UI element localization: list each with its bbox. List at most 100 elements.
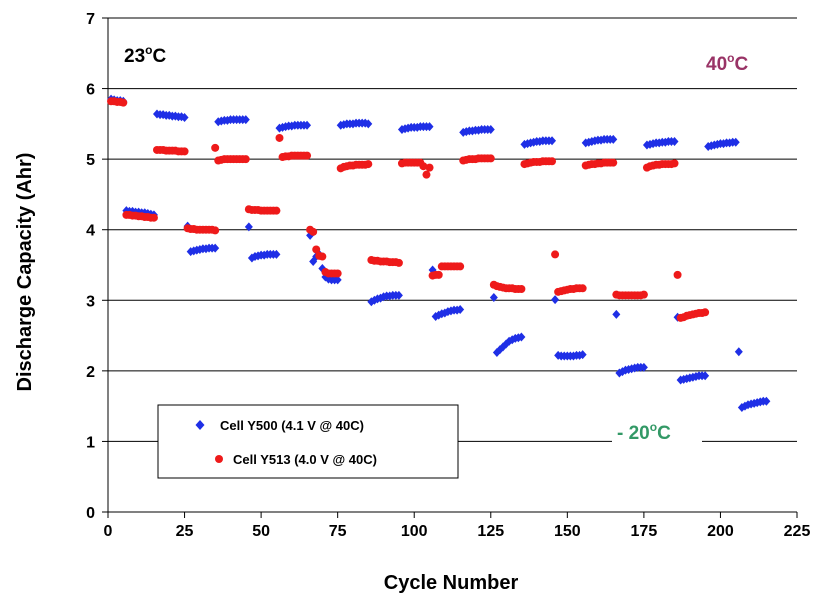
data-point: [425, 163, 434, 172]
y-tick-label: 1: [86, 434, 95, 451]
x-tick-label: 75: [329, 523, 347, 540]
data-point: [762, 396, 771, 406]
data-point: [578, 284, 587, 293]
legend-label-y513: Cell Y513 (4.0 V @ 40C): [233, 452, 377, 467]
data-point: [241, 155, 250, 164]
data-point: [434, 270, 443, 279]
y-axis-title: Discharge Capacity (Ahr): [14, 153, 36, 392]
data-point: [456, 304, 465, 314]
x-tick-label: 225: [784, 523, 811, 540]
data-point: [241, 115, 250, 125]
x-tick-label: 50: [252, 523, 270, 540]
temp-40-value: 40: [706, 54, 727, 75]
x-tick-label: 175: [631, 523, 658, 540]
data-point: [272, 206, 281, 215]
temp-23-label: 23oC: [124, 43, 166, 67]
y-tick-label: 6: [86, 82, 95, 99]
data-point: [394, 258, 403, 267]
data-point: [673, 270, 682, 279]
data-point: [180, 147, 189, 156]
data-point: [364, 119, 373, 129]
data-point: [312, 245, 321, 254]
data-point: [364, 160, 373, 169]
data-point: [149, 213, 158, 222]
data-point: [119, 98, 128, 107]
temp-23-degree: o: [145, 43, 152, 57]
y-tick-label: 2: [86, 364, 95, 381]
data-point: [422, 170, 431, 179]
x-tick-label: 100: [401, 523, 428, 540]
y-tick-label: 7: [86, 11, 95, 28]
data-point: [309, 227, 318, 236]
data-point: [548, 157, 557, 166]
temp-23-unit: C: [152, 46, 166, 67]
x-tick-label: 200: [707, 523, 734, 540]
temp-minus20-label: - 20oC: [617, 420, 671, 444]
data-point: [609, 134, 618, 144]
data-point: [548, 136, 557, 146]
x-tick-label: 150: [554, 523, 581, 540]
legend-box: [157, 404, 459, 479]
data-point: [517, 284, 526, 293]
y-tick-label: 0: [86, 505, 95, 522]
data-point: [333, 275, 342, 285]
data-point: [425, 122, 434, 132]
data-point: [272, 249, 281, 259]
data-point: [318, 252, 327, 261]
legend: Cell Y500 (4.1 V @ 40C) Cell Y513 (4.0 V…: [157, 404, 459, 479]
temp-40-unit: C: [734, 54, 748, 75]
temp-minus20-degree: o: [650, 420, 657, 434]
legend-label-y500: Cell Y500 (4.1 V @ 40C): [220, 418, 364, 433]
data-point: [551, 250, 560, 259]
y-tick-label: 3: [86, 293, 95, 310]
data-point: [333, 269, 342, 278]
data-point: [180, 113, 189, 123]
data-point: [486, 125, 495, 135]
temp-40-label-bg: [702, 42, 770, 84]
x-axis-title: Cycle Number: [384, 572, 519, 594]
data-point: [731, 137, 740, 147]
data-point: [303, 120, 312, 130]
series-1: [107, 97, 710, 322]
series-layer: [107, 94, 771, 413]
y-tick-label: 4: [86, 223, 95, 240]
data-point: [394, 290, 403, 300]
y-tick-label: 5: [86, 152, 95, 169]
data-point: [734, 347, 743, 357]
temp-minus20-unit: C: [657, 423, 671, 444]
data-point: [456, 262, 465, 271]
data-point: [578, 350, 587, 360]
data-point: [639, 290, 648, 299]
data-point: [275, 133, 284, 142]
x-tick-label: 0: [104, 523, 113, 540]
temp-minus20-value: - 20: [617, 423, 650, 444]
data-point: [211, 143, 220, 152]
x-tick-label: 125: [477, 523, 504, 540]
legend-marker-y513: [215, 455, 223, 463]
data-point: [489, 292, 498, 302]
temp-40-label: 40oC: [706, 51, 748, 75]
data-point: [247, 253, 256, 263]
data-point: [609, 158, 618, 167]
temp-40-degree: o: [727, 51, 734, 65]
data-point: [551, 295, 560, 305]
x-tick-label: 25: [176, 523, 194, 540]
series-0: [107, 94, 771, 413]
data-point: [670, 137, 679, 146]
data-point: [612, 309, 621, 319]
data-point: [211, 243, 220, 253]
data-point: [639, 362, 648, 372]
data-point: [670, 159, 679, 168]
temp-minus20-label-bg: [612, 414, 702, 450]
legend-marker-y500: [195, 420, 205, 430]
data-point: [701, 308, 710, 317]
data-point: [517, 332, 526, 342]
data-point: [211, 226, 220, 235]
temp-23-value: 23: [124, 46, 145, 67]
data-point: [419, 162, 428, 171]
data-point: [303, 151, 312, 160]
data-point: [701, 371, 710, 381]
data-point: [244, 222, 253, 232]
